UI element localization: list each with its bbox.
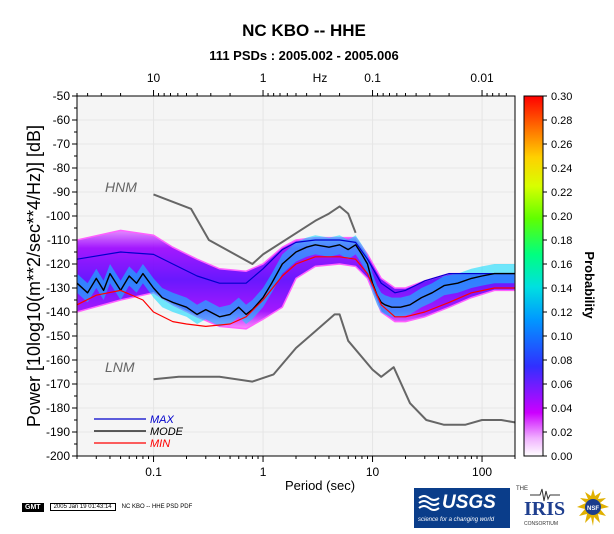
colorbar-tick-label: 0.20	[551, 211, 572, 223]
usgs-wave-icon	[418, 495, 440, 511]
footer-caption: NC KBO -- HHE PSD PDF	[121, 504, 193, 510]
top-frequency-axis: 10 1 0.1 0.01	[76, 71, 507, 96]
y-tick-label: -130	[46, 281, 70, 295]
usgs-name: USGS	[442, 492, 496, 513]
y-tick-label: -60	[53, 113, 71, 127]
top-axis-unit: Hz	[313, 71, 328, 85]
pdf-density-layer	[77, 229, 515, 330]
top-tick-label: 1	[260, 71, 267, 85]
series-max-line	[77, 239, 515, 294]
y-tick-label: -180	[46, 401, 70, 415]
colorbar-tick-label: 0.06	[551, 379, 572, 391]
colorbar-tick-label: 0.16	[551, 259, 572, 271]
y-tick-label: -100	[46, 209, 70, 223]
y-tick-label: -140	[46, 305, 70, 319]
x-tick-label: 0.1	[145, 465, 162, 479]
colorbar-tick-label: 0.02	[551, 427, 572, 439]
usgs-logo: USGS science for a changing world	[414, 488, 510, 528]
footer: GMT 2005 Jan 19 01:43:14 NC KBO -- HHE P…	[22, 500, 192, 514]
y-tick-label: -150	[46, 329, 70, 343]
y-tick-label: -170	[46, 377, 70, 391]
iris-the: THE	[516, 486, 528, 492]
colorbar-tick-label: 0.12	[551, 307, 572, 319]
chart-subtitle: 111 PSDs : 2005.002 - 2005.006	[209, 48, 398, 63]
x-tick-label: 100	[472, 465, 492, 479]
legend: MAX MODE MIN	[94, 414, 184, 450]
colorbar	[523, 95, 544, 457]
top-tick-label: 10	[147, 71, 161, 85]
colorbar-tick-label: 0.24	[551, 163, 572, 175]
series-mode-line	[77, 244, 515, 318]
pdf-density-core	[77, 235, 515, 327]
top-tick-label: 0.01	[470, 71, 494, 85]
iris-logo: THE IRIS CONSORTIUM	[514, 486, 574, 530]
nsf-logo: NSF	[577, 489, 609, 526]
colorbar-tick-label: 0.10	[551, 331, 572, 343]
y-axis-label: Power [10log10(m**2/sec**4/Hz)] [dB]	[24, 125, 44, 427]
y-tick-label: -70	[53, 137, 71, 151]
legend-max-label: MAX	[150, 414, 175, 426]
colorbar-tick-label: 0.08	[551, 355, 572, 367]
y-axis: -50 -60 -70 -80 -90 -100 -110 -120 -130 -140 -150 -…	[46, 89, 77, 463]
y-tick-label: -90	[53, 185, 71, 199]
series-lnm-line	[153, 313, 515, 426]
y-tick-label: -190	[46, 425, 70, 439]
colorbar-tick-label: 0.18	[551, 235, 572, 247]
iris-consortium: CONSORTIUM	[524, 521, 559, 527]
colorbar-tick-label: 0.00	[551, 451, 572, 463]
legend-min-label: MIN	[150, 438, 170, 450]
top-tick-label: 0.1	[364, 71, 381, 85]
y-tick-label: -200	[46, 449, 70, 463]
legend-mode-label: MODE	[150, 426, 184, 438]
y-tick-label: -80	[53, 161, 71, 175]
colorbar-tick-label: 0.26	[551, 139, 572, 151]
curve-layer	[77, 193, 515, 426]
hnm-annotation: HNM	[105, 179, 137, 195]
footer-timestamp: 2005 Jan 19 01:43:14	[49, 503, 116, 511]
series-hnm-line	[153, 193, 357, 265]
chart-title: NC KBO -- HHE	[242, 21, 366, 40]
x-tick-label: 10	[366, 465, 380, 479]
colorbar-label: Probability	[582, 251, 597, 319]
lnm-annotation: LNM	[105, 359, 135, 375]
x-axis: 0.1 1 10 100	[76, 456, 516, 479]
gmt-logo: GMT	[22, 502, 44, 512]
usgs-tagline: science for a changing world	[418, 517, 495, 523]
colorbar-tick-label: 0.30	[551, 91, 572, 103]
x-axis-label: Period (sec)	[285, 478, 355, 493]
iris-name: IRIS	[524, 498, 566, 520]
series-min-line	[77, 256, 515, 327]
y-tick-label: -50	[53, 89, 71, 103]
colorbar-tick-label: 0.14	[551, 283, 572, 295]
y-tick-label: -120	[46, 257, 70, 271]
colorbar-axis: 0.00 0.02 0.04 0.06 0.08 0.10 0.12 0.14 0.16 0.18…	[543, 91, 572, 463]
nsf-name: NSF	[587, 506, 599, 512]
x-tick-label: 1	[260, 465, 267, 479]
colorbar-tick-label: 0.22	[551, 187, 572, 199]
colorbar-tick-label: 0.04	[551, 403, 572, 415]
logo-strip: USGS science for a changing world THE IR…	[414, 486, 610, 530]
y-tick-label: -110	[47, 233, 70, 247]
y-tick-label: -160	[46, 353, 70, 367]
colorbar-tick-label: 0.28	[551, 115, 572, 127]
seismogram-icon	[530, 488, 560, 502]
